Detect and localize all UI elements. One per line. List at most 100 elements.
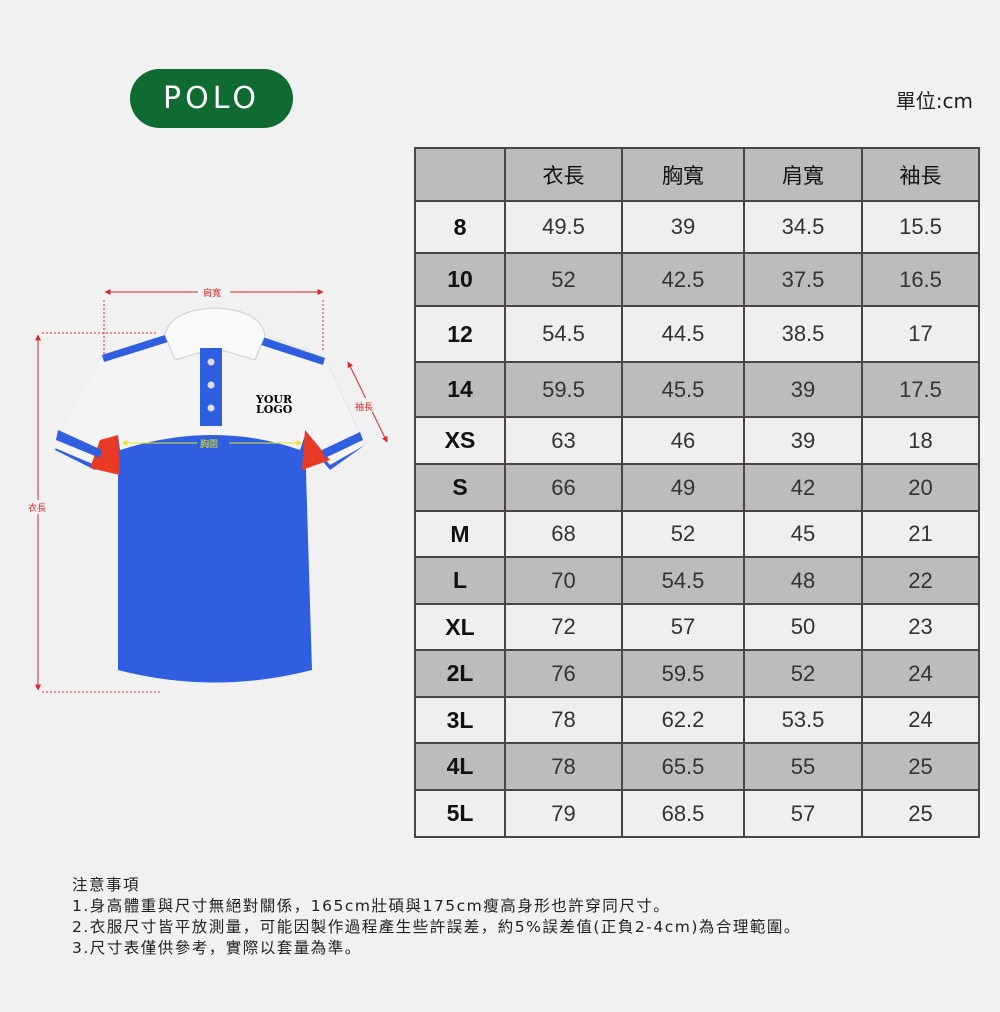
size-cell: M [414, 510, 506, 558]
value-cell: 54.5 [621, 556, 745, 605]
value-cell: 25 [861, 789, 980, 838]
value-cell: 78 [504, 696, 623, 744]
table-row: 10 52 42.5 37.5 16.5 [414, 252, 980, 307]
note-item: 2.衣服尺寸皆平放測量，可能因製作過程產生些許誤差，約5%誤差值(正負2-4cm… [72, 918, 801, 936]
table-row: 14 59.5 45.5 39 17.5 [414, 361, 980, 418]
column-header: 袖長 [861, 147, 980, 202]
value-cell: 46 [621, 416, 745, 465]
value-cell: 49.5 [504, 200, 623, 254]
table-row: M 68 52 45 21 [414, 510, 980, 558]
column-header: 胸寬 [621, 147, 745, 202]
length-label: 衣長 [28, 502, 46, 514]
value-cell: 17 [861, 305, 980, 363]
table-header-row: 衣長 胸寬 肩寬 袖長 [414, 147, 980, 202]
unit-label: 單位:cm [895, 89, 973, 113]
table-row: 8 49.5 39 34.5 15.5 [414, 200, 980, 254]
value-cell: 42.5 [621, 252, 745, 307]
value-cell: 25 [861, 742, 980, 791]
value-cell: 54.5 [504, 305, 623, 363]
size-cell: 12 [414, 305, 506, 363]
value-cell: 68.5 [621, 789, 745, 838]
table-row: 5L 79 68.5 57 25 [414, 789, 980, 838]
value-cell: 18 [861, 416, 980, 465]
size-cell: 8 [414, 200, 506, 254]
notes-title: 注意事項 [72, 876, 141, 894]
table-row: S 66 49 42 20 [414, 463, 980, 512]
note-item: 1.身高體重與尺寸無絕對關係，165cm壯碩與175cm瘦高身形也許穿同尺寸。 [72, 897, 671, 915]
size-cell: S [414, 463, 506, 512]
value-cell: 45.5 [621, 361, 745, 418]
value-cell: 48 [743, 556, 863, 605]
column-header [414, 147, 506, 202]
value-cell: 52 [504, 252, 623, 307]
value-cell: 44.5 [621, 305, 745, 363]
value-cell: 59.5 [504, 361, 623, 418]
column-header: 肩寬 [743, 147, 863, 202]
value-cell: 15.5 [861, 200, 980, 254]
value-cell: 42 [743, 463, 863, 512]
value-cell: 37.5 [743, 252, 863, 307]
table-row: 12 54.5 44.5 38.5 17 [414, 305, 980, 363]
value-cell: 76 [504, 649, 623, 698]
value-cell: 72 [504, 603, 623, 651]
size-cell: 2L [414, 649, 506, 698]
chest-label: 胸圍 [200, 438, 218, 450]
value-cell: 79 [504, 789, 623, 838]
size-cell: XL [414, 603, 506, 651]
polo-shirt-diagram: YOUR LOGO 肩寬 衣長 袖長 胸圍 [25, 285, 388, 693]
value-cell: 39 [743, 361, 863, 418]
column-header: 衣長 [504, 147, 623, 202]
table-row: 4L 78 65.5 55 25 [414, 742, 980, 791]
table-row: 3L 78 62.2 53.5 24 [414, 696, 980, 744]
value-cell: 24 [861, 649, 980, 698]
note-item: 3.尺寸表僅供參考，實際以套量為準。 [72, 939, 362, 957]
value-cell: 23 [861, 603, 980, 651]
value-cell: 59.5 [621, 649, 745, 698]
value-cell: 34.5 [743, 200, 863, 254]
value-cell: 17.5 [861, 361, 980, 418]
value-cell: 78 [504, 742, 623, 791]
size-cell: L [414, 556, 506, 605]
polo-badge: POLO [130, 69, 293, 128]
value-cell: 38.5 [743, 305, 863, 363]
size-cell: 3L [414, 696, 506, 744]
size-table: 衣長 胸寬 肩寬 袖長 8 49.5 39 34.5 15.5 10 52 42.5 37.5 16.5 1… [414, 147, 980, 838]
value-cell: 24 [861, 696, 980, 744]
size-cell: 4L [414, 742, 506, 791]
value-cell: 68 [504, 510, 623, 558]
sleeve-label: 袖長 [355, 401, 373, 413]
table-row: XL 72 57 50 23 [414, 603, 980, 651]
logo-text-2: LOGO [256, 403, 293, 416]
size-cell: 5L [414, 789, 506, 838]
size-cell: 10 [414, 252, 506, 307]
value-cell: 39 [621, 200, 745, 254]
table-row: L 70 54.5 48 22 [414, 556, 980, 605]
value-cell: 57 [743, 789, 863, 838]
value-cell: 62.2 [621, 696, 745, 744]
shoulder-label: 肩寬 [203, 287, 221, 299]
value-cell: 16.5 [861, 252, 980, 307]
size-cell: XS [414, 416, 506, 465]
value-cell: 52 [743, 649, 863, 698]
value-cell: 63 [504, 416, 623, 465]
shirt-body [55, 307, 365, 683]
notes: 注意事項 1.身高體重與尺寸無絕對關係，165cm壯碩與175cm瘦高身形也許穿… [72, 875, 801, 959]
value-cell: 57 [621, 603, 745, 651]
value-cell: 45 [743, 510, 863, 558]
table-row: XS 63 46 39 18 [414, 416, 980, 465]
value-cell: 65.5 [621, 742, 745, 791]
table-row: 2L 76 59.5 52 24 [414, 649, 980, 698]
value-cell: 50 [743, 603, 863, 651]
value-cell: 70 [504, 556, 623, 605]
value-cell: 66 [504, 463, 623, 512]
value-cell: 53.5 [743, 696, 863, 744]
value-cell: 39 [743, 416, 863, 465]
value-cell: 52 [621, 510, 745, 558]
logo-text-1: YOUR [255, 393, 293, 406]
value-cell: 22 [861, 556, 980, 605]
size-cell: 14 [414, 361, 506, 418]
value-cell: 49 [621, 463, 745, 512]
value-cell: 20 [861, 463, 980, 512]
value-cell: 55 [743, 742, 863, 791]
value-cell: 21 [861, 510, 980, 558]
